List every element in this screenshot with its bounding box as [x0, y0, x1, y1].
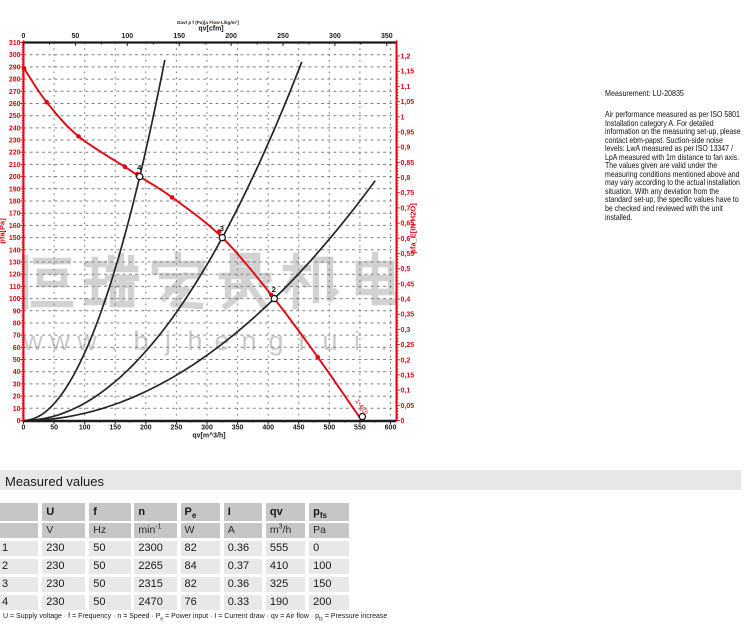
- svg-text:0,6: 0,6: [401, 236, 411, 243]
- svg-text:0,65: 0,65: [401, 221, 415, 228]
- svg-text:0,3: 0,3: [401, 327, 411, 334]
- svg-text:0,95: 0,95: [401, 130, 415, 137]
- svg-text:0,55: 0,55: [401, 251, 415, 258]
- svg-text:160: 160: [9, 223, 21, 230]
- svg-text:g: g: [268, 326, 283, 356]
- svg-text:b: b: [133, 326, 148, 356]
- svg-text:20: 20: [13, 394, 21, 401]
- svg-text:0,5: 0,5: [401, 266, 411, 273]
- svg-text:200: 200: [225, 33, 237, 40]
- svg-text:30: 30: [13, 381, 21, 388]
- svg-text:w: w: [22, 326, 43, 356]
- svg-text:150: 150: [173, 33, 185, 40]
- svg-text:200: 200: [140, 425, 152, 432]
- svg-text:400: 400: [262, 425, 274, 432]
- svg-text:0: 0: [22, 425, 26, 432]
- svg-text:40: 40: [13, 369, 21, 376]
- svg-text:pfa_E[IN H2O]: pfa_E[IN H2O]: [409, 203, 418, 254]
- svg-text:1,05: 1,05: [401, 99, 415, 106]
- svg-text:250: 250: [171, 425, 183, 432]
- svg-text:70: 70: [13, 333, 21, 340]
- svg-text:qv[m^3/h]: qv[m^3/h]: [192, 432, 225, 440]
- svg-text:0: 0: [22, 33, 26, 40]
- svg-text:.: .: [110, 326, 118, 356]
- svg-text:300: 300: [329, 33, 341, 40]
- svg-text:10: 10: [13, 406, 21, 413]
- svg-text:0: 0: [17, 418, 21, 425]
- svg-text:260: 260: [9, 101, 21, 108]
- svg-text:500: 500: [323, 425, 335, 432]
- svg-text:1,1: 1,1: [401, 84, 411, 91]
- svg-text:r: r: [299, 326, 308, 356]
- svg-text:1,2: 1,2: [401, 54, 411, 61]
- svg-text:0,35: 0,35: [401, 312, 415, 319]
- svg-text:270: 270: [9, 89, 21, 96]
- svg-text:n: n: [241, 326, 256, 356]
- svg-text:100: 100: [79, 425, 91, 432]
- svg-text:0,8: 0,8: [401, 175, 411, 182]
- svg-text:110: 110: [9, 284, 20, 291]
- svg-text:180: 180: [9, 199, 21, 206]
- svg-text:w: w: [49, 326, 70, 356]
- svg-text:0,85: 0,85: [401, 160, 415, 167]
- svg-text:280: 280: [9, 77, 21, 84]
- svg-text:2: 2: [272, 285, 276, 294]
- svg-text:j: j: [164, 326, 171, 356]
- svg-text:240: 240: [9, 125, 21, 132]
- svg-text:130: 130: [9, 260, 21, 267]
- svg-text:170: 170: [9, 211, 21, 218]
- svg-text:190: 190: [9, 186, 21, 193]
- svg-text:150: 150: [109, 425, 121, 432]
- svg-text:210: 210: [9, 162, 21, 169]
- svg-text:90: 90: [13, 308, 21, 315]
- svg-text:i: i: [354, 326, 360, 356]
- svg-text:50: 50: [50, 425, 58, 432]
- svg-text:qv[cfm]: qv[cfm]: [198, 26, 223, 33]
- svg-text:120: 120: [9, 272, 21, 279]
- svg-text:0,05: 0,05: [401, 403, 415, 410]
- svg-text:80: 80: [13, 321, 21, 328]
- svg-text:4: 4: [137, 163, 142, 172]
- svg-text:450: 450: [293, 425, 305, 432]
- svg-text:550: 550: [354, 425, 366, 432]
- svg-text:1: 1: [401, 114, 405, 121]
- svg-text:50: 50: [72, 33, 80, 40]
- svg-text:250: 250: [9, 113, 21, 120]
- svg-text:0,15: 0,15: [401, 372, 415, 379]
- svg-text:0,9: 0,9: [401, 145, 411, 152]
- svg-text:0,75: 0,75: [401, 190, 415, 197]
- svg-text:250: 250: [277, 33, 289, 40]
- svg-text:230: 230: [9, 138, 21, 145]
- svg-text:100: 100: [121, 33, 133, 40]
- svg-text:300: 300: [201, 425, 213, 432]
- svg-text:0,4: 0,4: [401, 297, 411, 304]
- svg-text:310: 310: [9, 40, 21, 47]
- svg-text:290: 290: [9, 64, 21, 71]
- svg-text:0,25: 0,25: [401, 342, 415, 349]
- svg-text:0,1: 0,1: [401, 388, 411, 395]
- svg-text:0,2: 0,2: [401, 357, 411, 364]
- svg-text:1,15: 1,15: [401, 69, 415, 76]
- svg-text:Davt p f (Pa)[a Flow L/kg/m³]: Davt p f (Pa)[a Flow L/kg/m³]: [177, 20, 239, 25]
- svg-text:60: 60: [13, 345, 21, 352]
- svg-text:600: 600: [385, 425, 397, 432]
- svg-text:u: u: [322, 326, 337, 356]
- svg-text:e: e: [214, 326, 229, 356]
- svg-text:.: .: [380, 326, 388, 356]
- svg-text:pfa[Pa]: pfa[Pa]: [0, 218, 7, 244]
- svg-text:0: 0: [401, 418, 405, 425]
- svg-text:220: 220: [9, 150, 21, 157]
- svg-text:300: 300: [9, 52, 21, 59]
- svg-text:150: 150: [9, 235, 21, 242]
- svg-text:0,7: 0,7: [401, 205, 411, 212]
- svg-text:100: 100: [9, 296, 21, 303]
- svg-text:200: 200: [9, 174, 21, 181]
- svg-text:3: 3: [220, 224, 224, 233]
- svg-text:0,45: 0,45: [401, 281, 415, 288]
- svg-text:h: h: [187, 326, 202, 356]
- svg-text:350: 350: [381, 33, 393, 40]
- svg-text:350: 350: [232, 425, 244, 432]
- svg-text:140: 140: [9, 247, 21, 254]
- svg-text:50: 50: [13, 357, 21, 364]
